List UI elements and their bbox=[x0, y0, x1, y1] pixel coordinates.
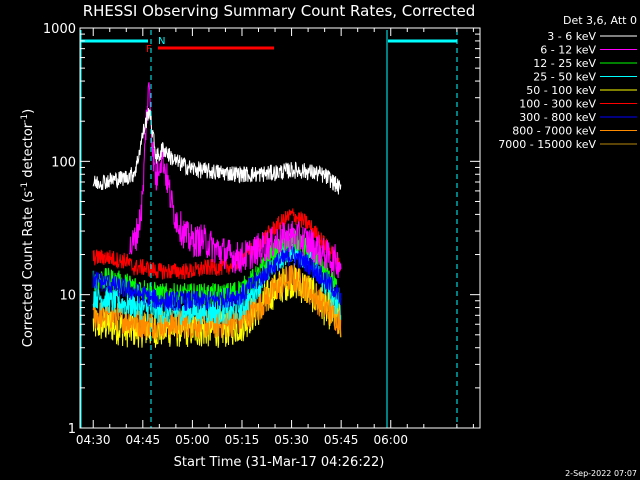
chart-title: RHESSI Observing Summary Count Rates, Co… bbox=[83, 2, 476, 20]
axis-ticks: 04:30 04:45 05:00 05:15 05:30 05:45 06:00 1 10 10… bbox=[43, 22, 480, 447]
y-axis-label-exp1: -1 bbox=[20, 182, 30, 191]
legend-label-8: 7000 - 15000 keV bbox=[498, 138, 596, 151]
plot-frame bbox=[79, 27, 481, 429]
legend-label-6: 300 - 800 keV bbox=[519, 111, 596, 124]
y-tick-label-3: 1000 bbox=[43, 22, 76, 37]
series-line-7 bbox=[92, 264, 342, 341]
x-tick-label-3: 05:15 bbox=[225, 433, 260, 447]
y-axis-label-main: Corrected Count Rate (s bbox=[21, 191, 36, 348]
x-tick-label-1: 04:45 bbox=[126, 433, 161, 447]
y-tick-label-2: 100 bbox=[51, 155, 76, 170]
night-flag-label: N bbox=[158, 36, 165, 47]
x-axis-label: Start Time (31-Mar-17 04:26:22) bbox=[174, 455, 385, 470]
legend-label-7: 800 - 7000 keV bbox=[512, 125, 596, 138]
y-axis-label-mid: detector bbox=[21, 122, 36, 182]
y-tick-label-1: 10 bbox=[59, 289, 76, 304]
x-tick-label-0: 04:30 bbox=[76, 433, 111, 447]
legend-label-3: 25 - 50 keV bbox=[533, 71, 596, 84]
series-line-1 bbox=[129, 82, 342, 279]
y-tick-label-0: 1 bbox=[68, 422, 76, 437]
flare-flag-label: F bbox=[146, 44, 152, 55]
x-tick-label-4: 05:30 bbox=[274, 433, 309, 447]
series-line-6 bbox=[92, 245, 342, 311]
flag-layer: F N bbox=[80, 30, 458, 428]
legend-label-0: 3 - 6 keV bbox=[547, 30, 596, 43]
legend-label-5: 100 - 300 keV bbox=[519, 98, 596, 111]
y-axis-label-end: ) bbox=[21, 109, 36, 114]
y-axis-label-exp2: -1 bbox=[20, 114, 30, 123]
legend-label-1: 6 - 12 keV bbox=[540, 44, 596, 57]
legend-label-2: 12 - 25 keV bbox=[533, 57, 596, 70]
series-line-0 bbox=[92, 107, 342, 195]
y-axis-label: Corrected Count Rate (s-1 detector-1) bbox=[20, 109, 36, 347]
plot-timestamp: 2-Sep-2022 07:07 bbox=[565, 469, 637, 478]
x-tick-label-2: 05:00 bbox=[175, 433, 210, 447]
series-line-5 bbox=[92, 208, 342, 280]
x-tick-label-6: 06:00 bbox=[373, 433, 408, 447]
series-layer bbox=[92, 82, 342, 348]
x-tick-label-5: 05:45 bbox=[324, 433, 359, 447]
legend-label-4: 50 - 100 keV bbox=[526, 84, 596, 97]
series-line-3 bbox=[92, 237, 342, 326]
legend-title: Det 3,6, Att 0 bbox=[563, 14, 637, 27]
